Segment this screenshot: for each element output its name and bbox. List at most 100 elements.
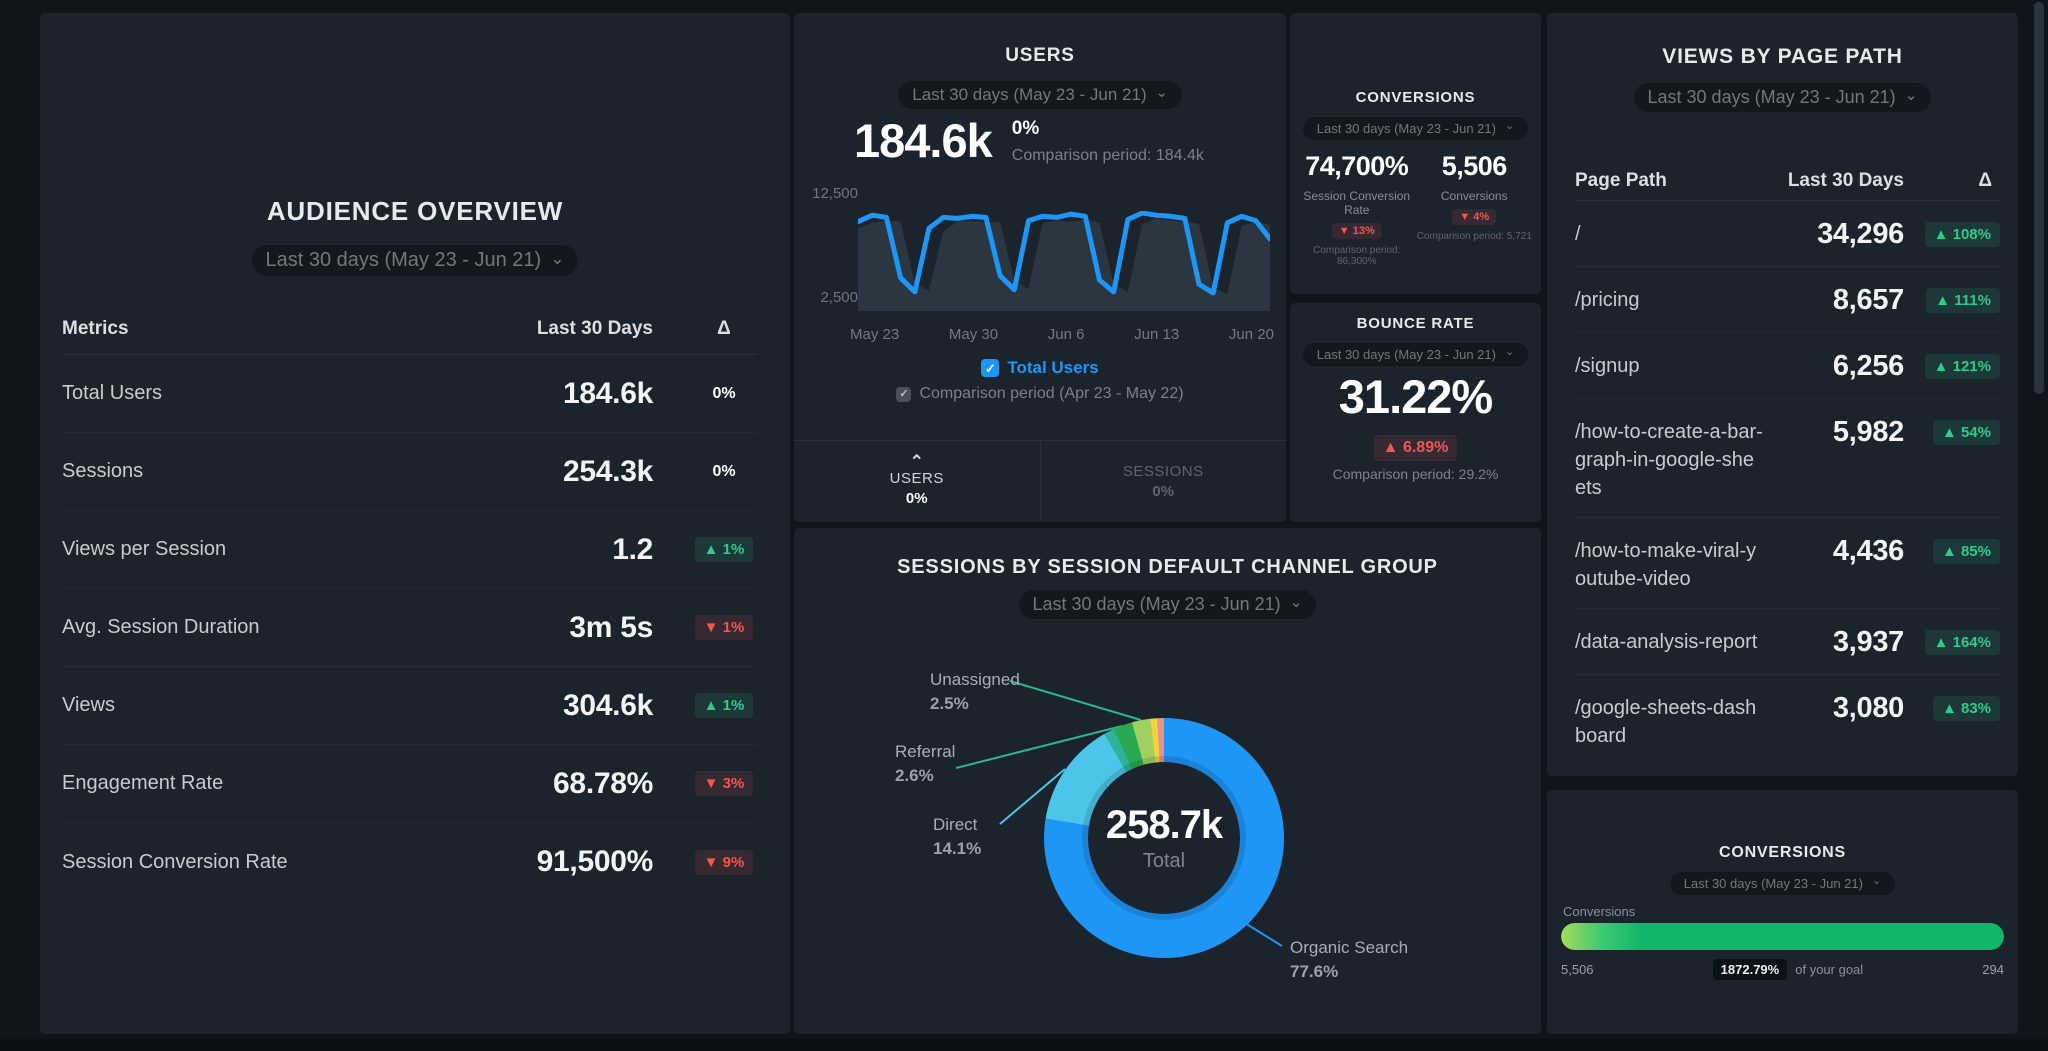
delta-badge: ▼ 3% [694, 771, 754, 796]
session-conversion-rate-metric: 74,700% Session Conversion Rate ▼ 13% Co… [1298, 151, 1416, 267]
date-range-selector[interactable]: Last 30 days (May 23 - Jun 21) ⌄ [898, 81, 1182, 109]
legend-comparison-period[interactable]: ✓ Comparison period (Apr 23 - May 22) [896, 385, 1184, 403]
table-row: Avg. Session Duration 3m 5s ▼ 1% [62, 589, 757, 667]
table-row: /data-analysis-report 3,937 ▲ 164% [1575, 609, 2000, 675]
metric-label: Avg. Session Duration [62, 616, 260, 638]
goal-metric-label: Conversions [1563, 904, 1636, 919]
chevron-down-icon: ⌄ [550, 249, 565, 268]
delta-badge: ▲ 85% [1932, 539, 2000, 564]
goal-percent-badge: 1872.79% [1712, 959, 1788, 980]
bounce-rate-value: 31.22% [1338, 370, 1493, 423]
delta-badge: ▼ 13% [1331, 223, 1382, 239]
views-by-page-path-panel: VIEWS BY PAGE PATH Last 30 days (May 23 … [1547, 13, 2018, 776]
panel-title: VIEWS BY PAGE PATH [1662, 45, 1903, 68]
comparison-text: Comparison period: 29.2% [1332, 466, 1499, 482]
segment-name: Unassigned [930, 670, 1020, 689]
segment-pct: 14.1% [933, 839, 982, 858]
tab-users[interactable]: ⌃ USERS 0% [794, 441, 1040, 522]
chevron-up-icon: ⌃ [909, 451, 924, 471]
checkbox-checked-icon[interactable]: ✓ [896, 386, 912, 402]
date-range-selector[interactable]: Last 30 days (May 23 - Jun 21) ⌄ [251, 245, 579, 276]
header-last-30-days: Last 30 Days [1787, 169, 1904, 191]
metric-label: Conversions [1440, 189, 1508, 203]
legend-label: Total Users [1007, 358, 1099, 377]
x-axis-tick: May 23 [850, 326, 900, 343]
scrollbar-thumb[interactable] [2034, 2, 2044, 394]
segment-pct: 2.6% [895, 766, 934, 785]
date-range-selector[interactable]: Last 30 days (May 23 - Jun 21) ⌄ [1302, 343, 1529, 366]
donut-total-label: Total [1142, 850, 1186, 872]
metric-label: Engagement Rate [62, 772, 224, 794]
date-range-label: Last 30 days (May 23 - Jun 21) [1316, 121, 1496, 136]
page-path: /data-analysis-report [1575, 631, 1758, 653]
segment-name: Direct [933, 815, 978, 834]
date-range-selector[interactable]: Last 30 days (May 23 - Jun 21) ⌄ [1302, 117, 1529, 140]
page-views-value: 3,937 [1832, 626, 1904, 658]
donut-total-value: 258.7k [1105, 803, 1223, 847]
metric-tabs: ⌃ USERS 0% SESSIONS 0% [794, 440, 1286, 522]
legend-total-users[interactable]: ✓ Total Users [981, 358, 1099, 378]
table-row: /signup 6,256 ▲ 121% [1575, 333, 2000, 399]
metric-value: 1.2 [612, 532, 653, 566]
x-axis-tick: Jun 20 [1228, 326, 1274, 343]
comparison-area [858, 218, 1270, 311]
users-panel: USERS Last 30 days (May 23 - Jun 21) ⌄ 18… [794, 13, 1286, 522]
date-range-label: Last 30 days (May 23 - Jun 21) [1683, 876, 1863, 891]
chart-legend: ✓ Total Users ✓ Comparison period (Apr 2… [794, 358, 1286, 403]
goal-percent-group: 1872.79% of your goal [1712, 959, 1863, 980]
conversions-goal-panel: CONVERSIONS Last 30 days (May 23 - Jun 2… [1547, 790, 2018, 1034]
date-range-selector[interactable]: Last 30 days (May 23 - Jun 21) ⌄ [1018, 590, 1317, 619]
date-range-label: Last 30 days (May 23 - Jun 21) [265, 249, 542, 271]
table-row: Views per Session 1.2 ▲ 1% [62, 511, 757, 589]
tab-sessions[interactable]: SESSIONS 0% [1039, 441, 1287, 522]
table-row: /google-sheets-dashboard 3,080 ▲ 83% [1575, 675, 2000, 765]
donut-center: 258.7k Total [1088, 762, 1240, 914]
delta-badge: ▲ 1% [694, 693, 754, 718]
metric-value: 74,700% [1305, 151, 1409, 181]
x-axis-tick: Jun 6 [1047, 326, 1085, 343]
delta-badge: ▲ 121% [1924, 354, 2000, 379]
delta-badge: 0% [712, 384, 736, 402]
metric-value: 254.3k [563, 454, 653, 488]
delta-badge: ▼ 9% [694, 849, 754, 875]
page-views-value: 3,080 [1832, 692, 1904, 724]
table-row: /how-to-make-viral-youtube-video 4,436 ▲ 8… [1575, 518, 2000, 609]
date-range-label: Last 30 days (May 23 - Jun 21) [1647, 87, 1896, 107]
header-page-path: Page Path [1575, 169, 1667, 191]
page-views-value: 6,256 [1832, 350, 1904, 382]
chevron-down-icon: ⌄ [1871, 874, 1882, 887]
donut-label-organic-search: Organic Search 77.6% [1290, 936, 1408, 984]
panel-title: BOUNCE RATE [1356, 315, 1475, 332]
date-range-selector[interactable]: Last 30 days (May 23 - Jun 21) ⌄ [1633, 83, 1932, 112]
date-range-selector[interactable]: Last 30 days (May 23 - Jun 21) ⌄ [1669, 872, 1896, 895]
chevron-down-icon: ⌄ [1155, 84, 1168, 101]
delta-badge: ▲ 54% [1932, 420, 2000, 445]
donut-label-unassigned: Unassigned 2.5% [930, 668, 1020, 716]
panel-title: CONVERSIONS [1355, 89, 1476, 106]
delta-badge: ▲ 111% [1926, 288, 2000, 313]
table-header: Page Path Last 30 Days Δ [1575, 161, 2000, 201]
donut-label-referral: Referral 2.6% [895, 740, 955, 788]
metric-label: Sessions [62, 460, 144, 482]
date-range-label: Last 30 days (May 23 - Jun 21) [912, 85, 1147, 104]
tab-label: SESSIONS [1122, 463, 1204, 480]
page-path: /signup [1575, 355, 1640, 377]
table-row: Engagement Rate 68.78% ▼ 3% [62, 745, 757, 823]
page-path: /pricing [1575, 289, 1640, 311]
metric-label: Session Conversion Rate [1303, 189, 1411, 217]
header-last-30-days: Last 30 Days [536, 317, 653, 339]
metric-value: 184.6k [563, 376, 653, 410]
conversions-summary-panel: CONVERSIONS Last 30 days (May 23 - Jun 2… [1290, 13, 1541, 294]
table-row: / 34,296 ▲ 108% [1575, 201, 2000, 267]
delta-badge: ▲ 164% [1924, 630, 2000, 655]
page-path: /how-to-create-a-bar-graph-in-google-she… [1575, 421, 1763, 499]
x-axis-tick: May 30 [948, 326, 999, 343]
page-path: /google-sheets-dashboard [1575, 697, 1757, 747]
page-scrollbar [2032, 0, 2046, 1051]
checkbox-checked-icon[interactable]: ✓ [981, 359, 1000, 377]
chevron-down-icon: ⌄ [1904, 86, 1918, 104]
panel-title: SESSIONS BY SESSION DEFAULT CHANNEL GROU… [897, 556, 1438, 578]
header-delta: Δ [717, 317, 731, 339]
chevron-down-icon: ⌄ [1504, 345, 1515, 358]
